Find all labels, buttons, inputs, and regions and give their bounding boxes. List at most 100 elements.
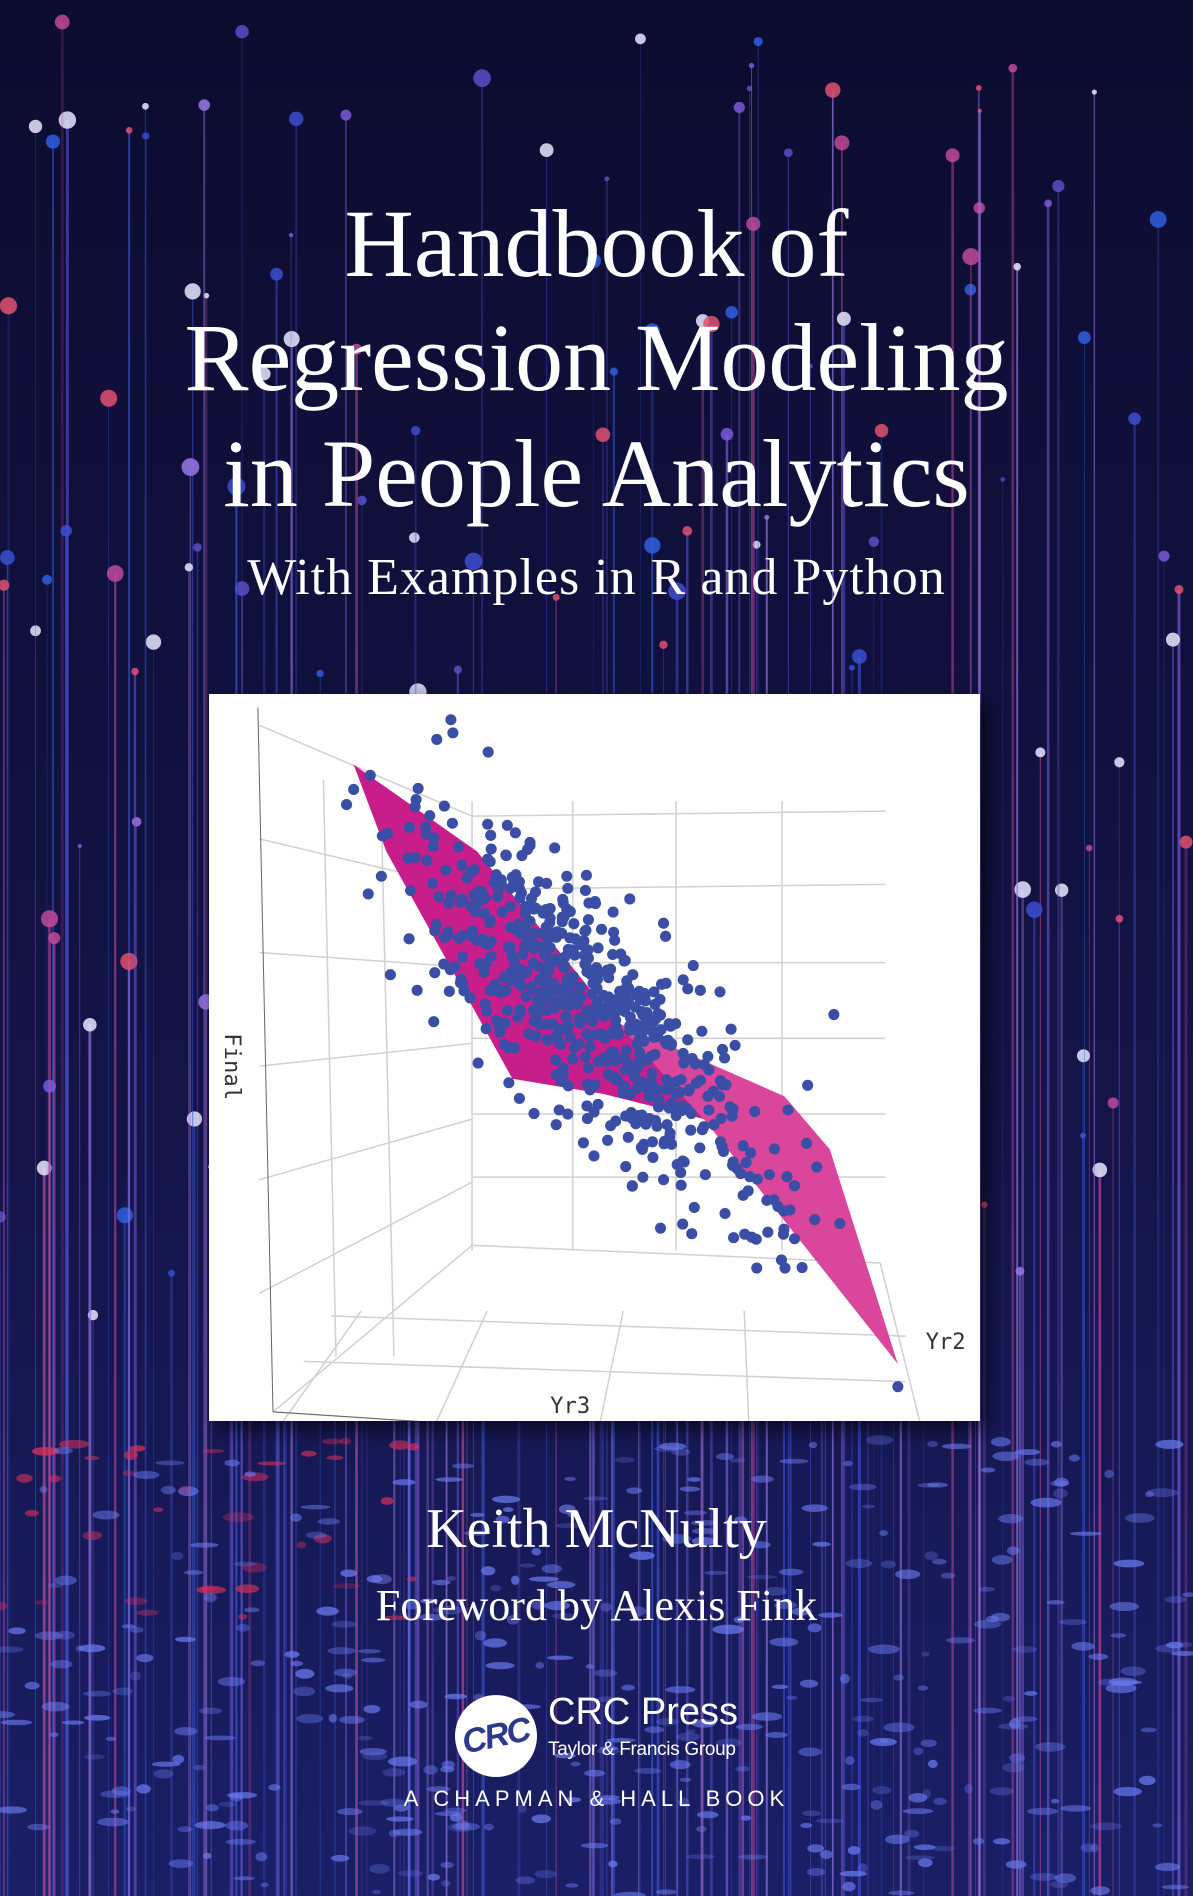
floor-glow-dot [1146,1488,1179,1498]
light-dot [58,111,77,129]
floor-glow-dot [433,1605,464,1615]
floor-glow-dot [369,1863,390,1874]
floor-glow-dot [879,1738,889,1744]
floor-glow-dot [695,1826,707,1832]
floor-glow-dot [358,1800,389,1806]
data-point [716,1140,728,1152]
floor-glow-dot [558,1504,576,1514]
floor-glow-dot [177,1826,193,1833]
floor-glow-dot [679,1486,700,1492]
data-point [500,849,512,861]
floor-glow-dot [53,1446,73,1455]
floor-glow-dot [842,1881,856,1892]
floor-glow-dot [945,1637,976,1644]
data-point [492,884,504,896]
data-point [601,964,613,976]
floor-glow-dot [238,1614,248,1620]
floor-glow-dot [771,1684,789,1690]
light-dot [682,526,693,536]
floor-glow-dot [380,1615,413,1621]
floor-glow-dot [688,1704,699,1712]
floor-glow-dot [333,1668,358,1677]
floor-glow-dot [406,1576,418,1582]
floor-glow-dot [1165,1641,1184,1649]
data-point [453,932,465,944]
light-dot [100,389,118,407]
data-point [549,984,561,996]
floor-glow-dot [546,1655,574,1660]
light-dot [1085,844,1093,852]
data-point [620,1160,632,1173]
floor-glow-dot [151,1761,181,1767]
data-point [348,783,360,795]
data-point [509,827,521,839]
floor-glow-dot [203,1593,217,1603]
floor-glow-dot [815,1818,844,1824]
floor-glow-dot [554,1752,576,1759]
data-point [598,989,610,1001]
floor-glow-dot [24,1509,39,1517]
floor-glow-dot [34,1600,50,1605]
floor-glow-dot [217,1676,246,1687]
floor-glow-dot [696,1811,719,1819]
data-point [603,1008,615,1020]
floor-glow-dot [1009,1753,1025,1763]
data-point [608,926,620,938]
floor-glow-dot [1012,1645,1038,1653]
floor-glow-dot [857,1729,869,1737]
light-dot [28,119,43,134]
floor-glow-dot [75,1645,84,1652]
data-point [735,1168,747,1180]
light-dot [1091,89,1097,95]
floor-glow-dot [427,1873,440,1881]
grid-line [272,1244,473,1413]
data-point [557,998,569,1010]
data-point [550,1119,562,1131]
floor-glow-dot [326,1455,344,1461]
data-point [640,1118,652,1130]
data-point [504,900,516,913]
data-point [661,1083,673,1095]
data-point [685,1107,697,1120]
floor-glow-dot [662,1533,692,1544]
floor-glow-dot [194,1821,226,1830]
light-dot [977,108,982,113]
floor-glow-dot [764,1586,788,1596]
floor-glow-dot [679,1777,692,1782]
floor-glow-dot [515,1876,535,1885]
data-point [549,842,561,854]
light-dot [609,367,618,376]
floor-glow-dot [0,1646,24,1653]
floor-glow-dot [1138,1775,1156,1786]
floor-glow-dot [49,1732,59,1738]
floor-glow-dot [1080,1843,1095,1853]
data-point [470,906,482,918]
data-point [671,1158,683,1171]
floor-glow-dot [385,1816,414,1822]
light-dot [1044,199,1053,208]
floor-glow-dot [908,1792,928,1803]
floor-glow-dot [597,1696,616,1703]
light-dot [83,1017,97,1032]
data-point [750,1233,762,1245]
data-point [482,818,494,830]
floor-glow-dot [129,1445,146,1452]
data-point [619,990,631,1002]
data-point [527,957,540,969]
floor-glow-dot [48,1475,61,1483]
floor-glow-dot [729,1458,746,1463]
data-point [657,1174,670,1186]
data-point [649,1048,661,1061]
floor-glow-dot [917,1685,929,1691]
floor-glow-dot [940,1572,956,1579]
floor-glow-dot [800,1822,813,1828]
data-point [447,727,459,739]
data-point [699,1169,711,1181]
data-point [429,925,441,937]
floor-glow-dot [1109,1602,1140,1612]
data-point [688,1201,700,1213]
floor-glow-dot [785,1695,798,1700]
light-dot [193,543,202,552]
data-point [789,1180,801,1192]
data-point [582,952,594,964]
